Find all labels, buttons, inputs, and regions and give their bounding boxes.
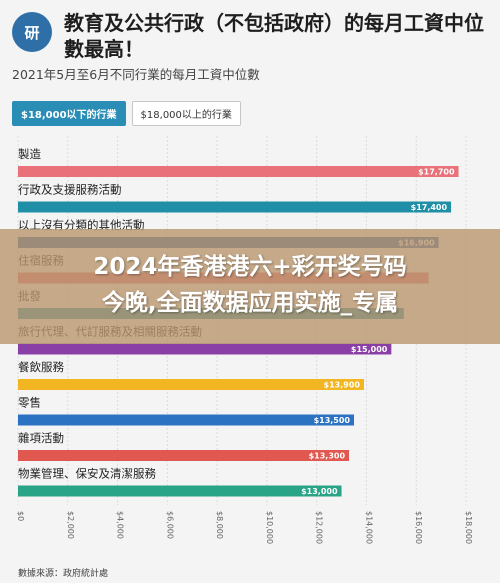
bar <box>18 450 350 461</box>
tab-below-18000[interactable]: $18,000以下的行業 <box>12 101 126 126</box>
bar-chart: $0 $2,000 $4,000 $6,000 $8,000 $10,000 $12,000… <box>16 136 473 544</box>
category-label: 物業管理、保安及清潔服務 <box>18 467 156 481</box>
bar-value-label: $15,000 <box>351 345 388 354</box>
bar <box>18 343 392 355</box>
data-source: 數據來源：政府統計處 <box>18 569 109 579</box>
x-tick-label: $8,000 <box>215 511 224 539</box>
x-tick-label: $4,000 <box>116 511 125 539</box>
bar <box>18 166 459 177</box>
tab-bar: $18,000以下的行業 $18,000以上的行業 <box>12 101 241 126</box>
page-title: 教育及公共行政（不包括政府）的每月工資中位數最高！ <box>64 11 484 61</box>
x-tick-label: $2,000 <box>66 511 75 539</box>
x-tick-label: $18,000 <box>464 511 473 544</box>
x-tick-label: $12,000 <box>315 511 324 544</box>
bar <box>18 379 364 390</box>
bar <box>18 414 354 426</box>
bar-value-label: $13,500 <box>314 416 351 425</box>
x-tick-label: $14,000 <box>364 511 373 544</box>
overlay-banner <box>0 229 500 344</box>
overlay-line-2: 今晚,全面数据应用实施_专属 <box>101 290 399 316</box>
bar <box>18 201 452 213</box>
x-tick-label: $0 <box>16 511 25 521</box>
bar <box>18 485 342 497</box>
logo: 研 <box>12 12 52 52</box>
chart-subtitle: 2021年5月至6月不同行業的每月工資中位數 <box>12 67 260 82</box>
tab-above-18000[interactable]: $18,000以上的行業 <box>131 101 241 126</box>
x-tick-label: $16,000 <box>414 511 423 544</box>
bar-value-label: $17,700 <box>418 168 455 177</box>
bar-value-label: $13,300 <box>309 452 346 461</box>
overlay-text: 2024年香港港六+彩开奖号码 今晚,全面数据应用实施_专属 <box>0 249 500 321</box>
x-tick-label: $6,000 <box>165 511 174 539</box>
category-label: 雜項活動 <box>18 431 64 445</box>
category-label: 餐飲服務 <box>18 360 64 374</box>
category-label: 以上沒有分類的其他活動 <box>18 218 145 232</box>
category-label: 製造 <box>18 147 41 161</box>
category-label: 零售 <box>18 396 41 410</box>
overlay-line-1: 2024年香港港六+彩开奖号码 <box>93 254 407 280</box>
bar-value-label: $17,400 <box>411 203 448 212</box>
category-label: 行政及支援服務活動 <box>18 183 122 197</box>
bar-value-label: $13,000 <box>301 487 338 496</box>
x-tick-label: $10,000 <box>265 511 274 544</box>
bar-value-label: $13,900 <box>324 381 361 390</box>
